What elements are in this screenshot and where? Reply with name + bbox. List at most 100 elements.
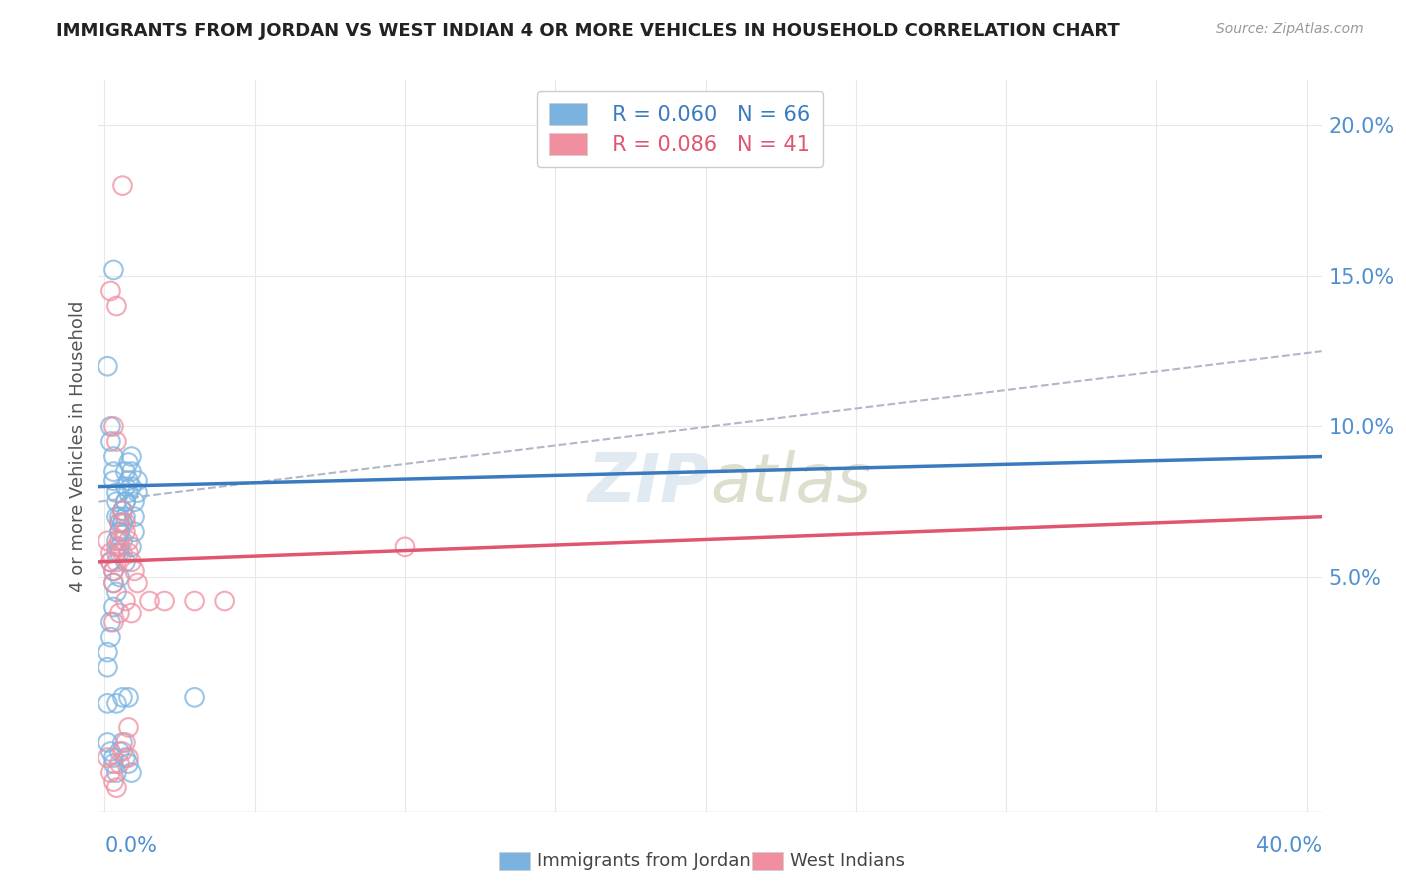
Point bbox=[103, 615, 125, 629]
Point bbox=[96, 359, 118, 374]
Text: 0.0%: 0.0% bbox=[104, 836, 157, 855]
Point bbox=[100, 419, 122, 434]
Point bbox=[114, 494, 136, 508]
Point bbox=[100, 284, 122, 298]
Point bbox=[100, 630, 122, 644]
Point bbox=[127, 576, 149, 591]
Point bbox=[103, 756, 125, 771]
Point bbox=[114, 480, 136, 494]
Point bbox=[103, 450, 125, 464]
Point bbox=[103, 600, 125, 615]
Point bbox=[105, 299, 128, 313]
Point bbox=[117, 456, 139, 470]
Text: Immigrants from Jordan: Immigrants from Jordan bbox=[537, 852, 751, 870]
Point bbox=[96, 697, 118, 711]
Text: 40.0%: 40.0% bbox=[1256, 836, 1322, 855]
Point bbox=[111, 690, 134, 705]
Point bbox=[96, 660, 118, 674]
Point bbox=[108, 570, 131, 584]
Point bbox=[111, 504, 134, 518]
Point bbox=[124, 494, 146, 508]
Point bbox=[100, 546, 122, 560]
Point bbox=[117, 485, 139, 500]
Point bbox=[105, 765, 128, 780]
Point bbox=[111, 745, 134, 759]
Point bbox=[108, 756, 131, 771]
Point bbox=[100, 615, 122, 629]
Point bbox=[103, 576, 125, 591]
Point bbox=[117, 756, 139, 771]
Point bbox=[121, 450, 143, 464]
Point bbox=[114, 750, 136, 764]
Point bbox=[105, 585, 128, 599]
Point bbox=[103, 774, 125, 789]
Point bbox=[117, 690, 139, 705]
Point bbox=[138, 594, 160, 608]
Point bbox=[108, 745, 131, 759]
Point bbox=[111, 546, 134, 560]
Point bbox=[108, 524, 131, 539]
Point bbox=[108, 606, 131, 620]
Point bbox=[121, 465, 143, 479]
Point bbox=[100, 765, 122, 780]
Point bbox=[105, 555, 128, 569]
Point bbox=[114, 555, 136, 569]
Point bbox=[108, 524, 131, 539]
Point bbox=[214, 594, 236, 608]
Text: Source: ZipAtlas.com: Source: ZipAtlas.com bbox=[1216, 22, 1364, 37]
Point bbox=[114, 494, 136, 508]
Point bbox=[103, 750, 125, 764]
Point bbox=[111, 504, 134, 518]
Point bbox=[111, 735, 134, 749]
Point bbox=[103, 465, 125, 479]
Point bbox=[105, 533, 128, 548]
Point bbox=[103, 576, 125, 591]
Point bbox=[114, 509, 136, 524]
Point bbox=[105, 540, 128, 554]
Point bbox=[105, 434, 128, 449]
Point bbox=[121, 555, 143, 569]
Point bbox=[105, 485, 128, 500]
Point bbox=[96, 645, 118, 659]
Point bbox=[117, 750, 139, 764]
Point bbox=[117, 474, 139, 488]
Point bbox=[124, 524, 146, 539]
Point bbox=[100, 555, 122, 569]
Point bbox=[96, 533, 118, 548]
Point bbox=[114, 465, 136, 479]
Point bbox=[114, 594, 136, 608]
Point bbox=[111, 516, 134, 530]
Point bbox=[183, 690, 205, 705]
Point bbox=[114, 524, 136, 539]
Point bbox=[108, 516, 131, 530]
Point bbox=[121, 765, 143, 780]
Point bbox=[121, 606, 143, 620]
Point bbox=[114, 735, 136, 749]
Point bbox=[111, 504, 134, 518]
Point bbox=[153, 594, 176, 608]
Point bbox=[127, 474, 149, 488]
Point bbox=[394, 540, 416, 554]
Point bbox=[105, 697, 128, 711]
Point bbox=[103, 474, 125, 488]
Point bbox=[96, 735, 118, 749]
Point bbox=[96, 750, 118, 764]
Point bbox=[105, 509, 128, 524]
Point bbox=[124, 564, 146, 578]
Text: IMMIGRANTS FROM JORDAN VS WEST INDIAN 4 OR MORE VEHICLES IN HOUSEHOLD CORRELATIO: IMMIGRANTS FROM JORDAN VS WEST INDIAN 4 … bbox=[56, 22, 1121, 40]
Text: ZIP: ZIP bbox=[588, 450, 710, 516]
Legend:   R = 0.060   N = 66,   R = 0.086   N = 41: R = 0.060 N = 66, R = 0.086 N = 41 bbox=[537, 91, 824, 168]
Point bbox=[121, 480, 143, 494]
Y-axis label: 4 or more Vehicles in Household: 4 or more Vehicles in Household bbox=[69, 301, 87, 591]
Point bbox=[103, 263, 125, 277]
Point bbox=[117, 533, 139, 548]
Point bbox=[111, 516, 134, 530]
Point bbox=[100, 434, 122, 449]
Text: atlas: atlas bbox=[710, 450, 872, 516]
Point bbox=[183, 594, 205, 608]
Point bbox=[117, 546, 139, 560]
Point bbox=[105, 546, 128, 560]
Point bbox=[103, 564, 125, 578]
Point bbox=[108, 540, 131, 554]
Point bbox=[103, 419, 125, 434]
